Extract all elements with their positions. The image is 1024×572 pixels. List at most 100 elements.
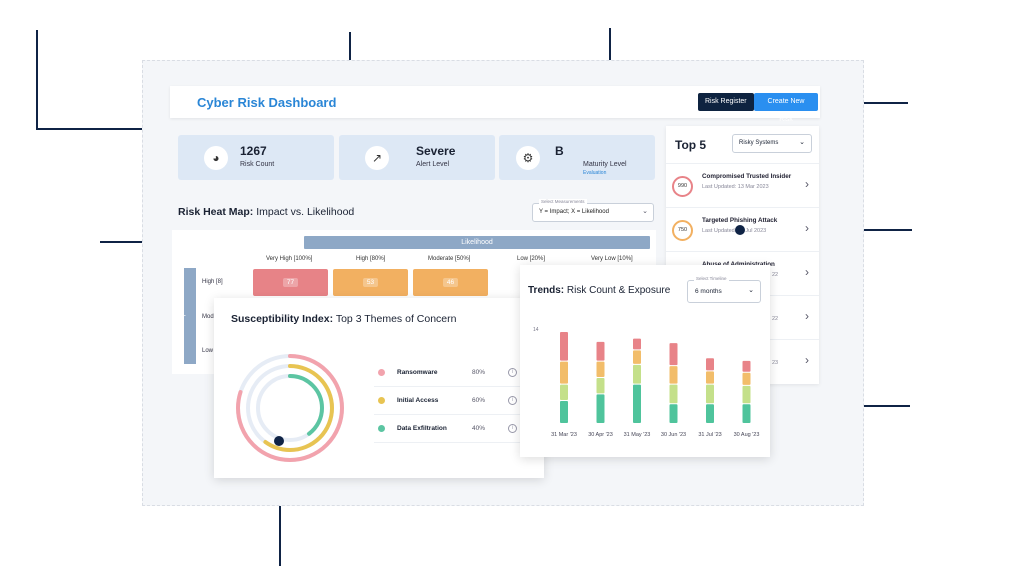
bar-segment[interactable] — [669, 384, 678, 404]
heatmap-row-header: High [8] — [202, 279, 223, 285]
x-tick-label: 30 Aug '23 — [733, 432, 760, 438]
x-tick-label: 31 Mar '23 — [551, 432, 577, 438]
timeline-select[interactable]: Select Timeline 6 months ⌄ — [687, 276, 761, 303]
heatmap-col-header: Moderate [50%] — [428, 256, 471, 262]
heatmap-cell[interactable]: 46 — [413, 269, 488, 296]
risk-date: Last Updated: 23 Jul 2023 — [702, 228, 767, 234]
callout-maturity: Maturity Level Indicator — [541, 0, 631, 9]
bar-segment[interactable] — [669, 404, 678, 423]
theme-row[interactable]: Initial Access 60% i — [374, 388, 522, 415]
theme-row[interactable]: Ransomware 80% i — [374, 360, 522, 387]
bar-segment[interactable] — [742, 385, 751, 404]
top-bar: Cyber Risk Dashboard Risk Register Creat… — [170, 86, 820, 123]
risk-name: Abuse of Administration — [702, 261, 775, 268]
callout-heat-map: Risk Heat Map — [2, 236, 57, 245]
evaluation-link[interactable]: Evaluation — [583, 170, 607, 176]
measurements-select[interactable]: Select Measurements Y = Impact; X = Like… — [532, 199, 654, 222]
bar-segment[interactable] — [596, 394, 605, 423]
bar-segment[interactable] — [706, 404, 714, 423]
bar-segment[interactable] — [669, 366, 678, 384]
heatmap-cell[interactable]: 53 — [333, 269, 408, 296]
metric-risk-count: ◕ 1267 Risk Count — [178, 135, 334, 180]
bar-segment[interactable] — [633, 384, 641, 423]
callout-line — [36, 128, 188, 130]
bar-segment[interactable] — [742, 372, 751, 385]
legend-dot — [378, 425, 385, 432]
top5-item[interactable]: 990 Compromised Trusted Insider Last Upd… — [666, 163, 819, 208]
theme-name: Initial Access — [397, 397, 439, 404]
bar-segment[interactable] — [742, 360, 751, 372]
chevron-down-icon: ⌄ — [748, 287, 754, 294]
top5-item[interactable]: 750 Targeted Phishing Attack Last Update… — [666, 207, 819, 252]
bar-segment[interactable] — [560, 384, 568, 400]
chevron-right-icon: › — [805, 309, 809, 323]
heatmap-cell[interactable]: 77 — [253, 269, 328, 296]
theme-row[interactable]: Data Exfiltration 40% i — [374, 416, 522, 443]
bar-segment[interactable] — [633, 338, 641, 350]
heatmap-col-header: Very High [100%] — [266, 256, 313, 262]
score-ring: 990 — [672, 176, 693, 197]
chevron-right-icon: › — [805, 177, 809, 191]
trends-chart — [560, 332, 751, 423]
chevron-right-icon: › — [805, 265, 809, 279]
info-icon[interactable]: i — [508, 396, 517, 405]
risk-date: 23 — [772, 360, 779, 366]
bar-segment[interactable] — [560, 332, 568, 361]
heatmap-col-header: Very Low [10%] — [591, 256, 633, 262]
bar-segment[interactable] — [633, 364, 641, 384]
callout-top5: View Top 5 Risks — [925, 225, 990, 234]
likelihood-axis: Likelihood — [304, 236, 650, 249]
bar-segment[interactable] — [560, 401, 568, 423]
bar-segment[interactable] — [596, 341, 605, 361]
top5-item[interactable]: Abuse of Administration 22 › — [666, 251, 819, 296]
heatmap-col-header: Low [20%] — [517, 256, 546, 262]
callout-trends: View Risk Trends — [928, 402, 994, 411]
chevron-right-icon: › — [805, 221, 809, 235]
bar-segment[interactable] — [706, 371, 714, 384]
metric-maturity: ⚙ B Maturity Level Evaluation — [499, 135, 655, 180]
x-tick-label: 30 Jun '23 — [660, 432, 687, 438]
susceptibility-card: Susceptibility Index: Top 3 Themes of Co… — [214, 298, 544, 478]
legend-dot — [378, 369, 385, 376]
heatmap-col-header: High [80%] — [356, 256, 386, 262]
risk-name: Targeted Phishing Attack — [702, 217, 778, 224]
susceptibility-rings — [236, 354, 344, 462]
risk-name: Compromised Trusted Insider — [702, 173, 792, 180]
info-icon[interactable]: i — [508, 424, 517, 433]
callout-knob — [274, 436, 284, 446]
chevron-down-icon: ⌄ — [642, 208, 648, 215]
x-tick-label: 31 May '23 — [623, 432, 651, 438]
metric-alert-level: ↗ Severe Alert Level — [339, 135, 495, 180]
theme-percent: 80% — [472, 369, 486, 376]
metric-label: Alert Level — [416, 161, 450, 168]
theme-name: Ransomware — [397, 369, 438, 376]
top5-select[interactable]: Risky Systems ⌄ — [732, 134, 812, 153]
x-tick-label: 30 Apr '23 — [588, 432, 613, 438]
metric-value: 1267 — [240, 144, 267, 158]
bar-segment[interactable] — [669, 343, 678, 366]
metric-value: B — [555, 144, 564, 158]
score-ring: 750 — [672, 220, 693, 241]
bar-segment[interactable] — [742, 404, 751, 423]
x-tick-label: 31 Jul '23 — [698, 432, 722, 438]
trend-up-icon: ↗ — [365, 146, 389, 170]
callout-susceptibility: View Susceptibility Index — [372, 560, 468, 569]
bar-segment[interactable] — [706, 384, 714, 404]
bar-segment[interactable] — [596, 361, 605, 377]
ring-initial-access — [246, 364, 334, 452]
legend-dot — [378, 397, 385, 404]
rating-icon: ⚙ — [516, 146, 540, 170]
page-title: Cyber Risk Dashboard — [197, 95, 337, 110]
heatmap-row-header: Mod — [202, 314, 214, 320]
bar-segment[interactable] — [596, 378, 605, 394]
bar-segment[interactable] — [706, 358, 714, 371]
risk-date: 22 — [772, 316, 779, 322]
chevron-down-icon: ⌄ — [799, 139, 805, 146]
theme-percent: 40% — [472, 425, 486, 432]
bar-segment[interactable] — [560, 361, 568, 384]
info-icon[interactable]: i — [508, 368, 517, 377]
chevron-right-icon: › — [805, 353, 809, 367]
create-new-risk-button[interactable]: Create New Risk — [754, 93, 818, 123]
risk-register-button[interactable]: Risk Register — [698, 93, 754, 111]
bar-segment[interactable] — [633, 350, 641, 364]
